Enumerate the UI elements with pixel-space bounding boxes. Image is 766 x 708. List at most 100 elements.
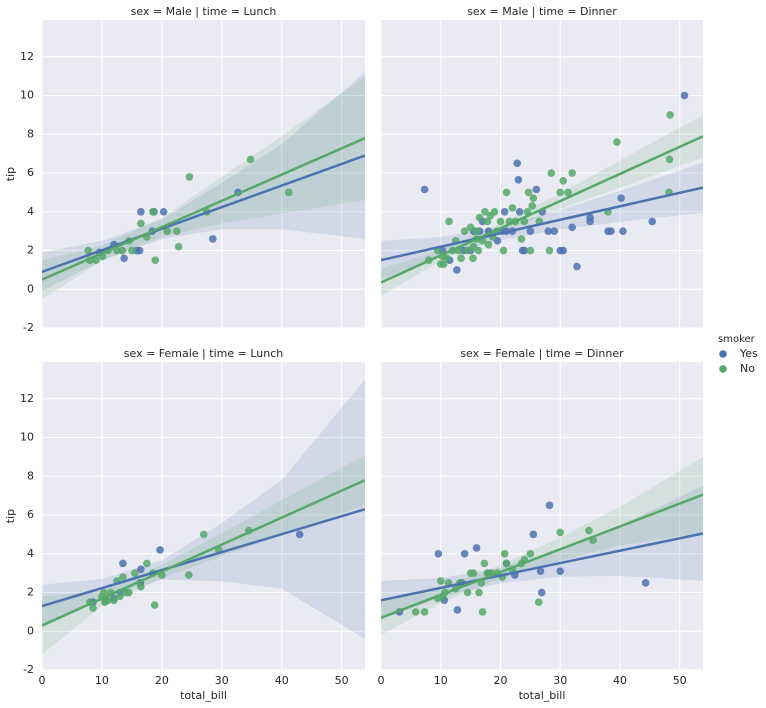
- data-point: [526, 246, 535, 255]
- data-point: [285, 188, 293, 197]
- legend: smoker Yes No: [718, 334, 758, 375]
- data-point: [137, 582, 145, 591]
- y-tick-label: 4: [27, 547, 34, 560]
- data-point: [92, 256, 100, 265]
- data-point: [119, 559, 127, 568]
- data-point: [460, 227, 469, 235]
- data-point: [496, 217, 505, 226]
- data-point: [619, 227, 627, 235]
- data-point: [536, 567, 545, 576]
- regression-line: [42, 508, 365, 608]
- x-axis-label: total_bill: [180, 689, 227, 702]
- x-tick-label: 20: [493, 674, 507, 687]
- y-tick-label: 6: [27, 508, 34, 521]
- y-tick-label: 8: [27, 469, 34, 482]
- y-tick-label: 4: [27, 205, 34, 218]
- data-point: [469, 569, 478, 577]
- y-tick-label: 8: [27, 127, 34, 140]
- data-point: [208, 235, 217, 243]
- confidence-band: [42, 72, 365, 292]
- legend-marker: [719, 350, 727, 358]
- data-point: [469, 254, 477, 263]
- data-point: [564, 188, 572, 197]
- data-point: [420, 185, 429, 194]
- panel: -2 0 2 4 6 8 10 12 sex = Male | time = Lunch tip: [4, 5, 365, 334]
- data-point: [149, 207, 157, 216]
- data-point: [110, 596, 118, 605]
- data-point: [534, 598, 543, 607]
- data-point: [185, 571, 193, 579]
- data-point: [151, 256, 160, 265]
- data-point: [559, 246, 568, 255]
- data-point: [436, 577, 445, 585]
- data-point: [547, 169, 556, 177]
- data-point: [156, 546, 164, 554]
- confidence-band: [42, 454, 365, 655]
- y-tick-label: 2: [27, 244, 34, 257]
- data-point: [524, 188, 533, 197]
- regression-line: [381, 493, 703, 619]
- data-point: [475, 213, 484, 222]
- regression-line: [42, 137, 365, 281]
- regression-line: [42, 479, 365, 627]
- x-tick-label: 10: [95, 674, 109, 687]
- data-point: [457, 254, 465, 263]
- data-point: [526, 549, 535, 558]
- y-tick-label: 12: [20, 392, 34, 405]
- data-point: [526, 227, 535, 235]
- data-point: [573, 262, 581, 271]
- data-point: [528, 202, 536, 210]
- x-axis-label: total_bill: [519, 689, 566, 702]
- data-point: [532, 185, 541, 194]
- data-point: [499, 246, 508, 255]
- data-point: [143, 559, 151, 568]
- data-point: [586, 213, 594, 222]
- data-point: [463, 588, 472, 597]
- data-point: [502, 559, 511, 568]
- plot-content: [381, 91, 703, 297]
- legend-label: Yes: [739, 347, 758, 360]
- x-tick-label: 50: [673, 674, 687, 687]
- legend-marker: [719, 365, 727, 373]
- data-point: [545, 246, 554, 255]
- data-point: [411, 608, 420, 616]
- data-point: [502, 188, 511, 197]
- data-point: [550, 227, 559, 235]
- y-tick-label: -2: [23, 663, 34, 676]
- data-point: [89, 604, 97, 612]
- data-point: [500, 549, 509, 558]
- data-point: [116, 592, 124, 601]
- y-axis-label: tip: [4, 509, 17, 523]
- data-point: [666, 111, 674, 119]
- data-point: [122, 588, 130, 597]
- panel-title: sex = Female | time = Lunch: [124, 347, 283, 360]
- data-point: [490, 207, 499, 216]
- x-tick-label: 40: [613, 674, 627, 687]
- data-point: [480, 559, 489, 568]
- data-point: [475, 588, 483, 597]
- y-axis-label: tip: [4, 167, 17, 181]
- data-point: [137, 565, 145, 574]
- panel: 0 10 20 30 40 50 -2 0 2 4 6 8 10 12 sex = Female | tim…: [4, 347, 365, 702]
- data-point: [295, 530, 304, 539]
- data-point: [665, 155, 674, 164]
- data-point: [544, 227, 553, 235]
- plot-content: [42, 379, 365, 655]
- data-point: [163, 227, 172, 235]
- y-tick-label: 10: [20, 89, 34, 102]
- x-tick-label: 0: [378, 674, 385, 687]
- panel-title: sex = Female | time = Dinner: [460, 347, 624, 360]
- data-point: [556, 528, 565, 537]
- data-point: [556, 567, 565, 576]
- x-tick-label: 0: [39, 674, 46, 687]
- data-point: [568, 223, 576, 232]
- data-point: [514, 176, 523, 184]
- data-point: [537, 588, 546, 597]
- data-point: [150, 601, 159, 609]
- data-point: [472, 544, 481, 552]
- data-point: [520, 246, 529, 255]
- data-point: [529, 194, 538, 203]
- y-tick-label: 2: [27, 586, 34, 599]
- x-tick-label: 10: [434, 674, 448, 687]
